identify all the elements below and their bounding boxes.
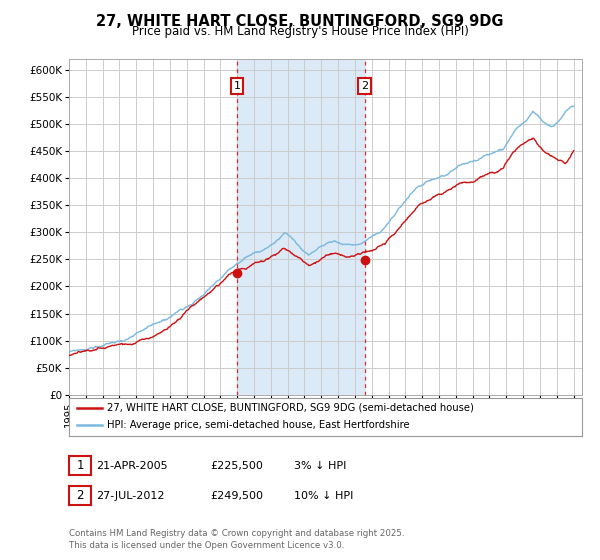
Text: 1: 1 xyxy=(76,459,84,473)
Bar xyxy=(237,59,365,395)
Text: HPI: Average price, semi-detached house, East Hertfordshire: HPI: Average price, semi-detached house,… xyxy=(107,421,410,431)
Text: 10% ↓ HPI: 10% ↓ HPI xyxy=(294,491,353,501)
Text: 2: 2 xyxy=(76,489,84,502)
Text: £225,500: £225,500 xyxy=(210,461,263,471)
Text: 3% ↓ HPI: 3% ↓ HPI xyxy=(294,461,346,471)
Text: 27, WHITE HART CLOSE, BUNTINGFORD, SG9 9DG: 27, WHITE HART CLOSE, BUNTINGFORD, SG9 9… xyxy=(96,14,504,29)
Text: 21-APR-2005: 21-APR-2005 xyxy=(96,461,167,471)
Text: Price paid vs. HM Land Registry's House Price Index (HPI): Price paid vs. HM Land Registry's House … xyxy=(131,25,469,38)
Text: 2: 2 xyxy=(361,81,368,91)
Text: 1: 1 xyxy=(233,81,241,91)
Text: 27-JUL-2012: 27-JUL-2012 xyxy=(96,491,164,501)
Text: Contains HM Land Registry data © Crown copyright and database right 2025.
This d: Contains HM Land Registry data © Crown c… xyxy=(69,529,404,550)
Text: £249,500: £249,500 xyxy=(210,491,263,501)
Text: 27, WHITE HART CLOSE, BUNTINGFORD, SG9 9DG (semi-detached house): 27, WHITE HART CLOSE, BUNTINGFORD, SG9 9… xyxy=(107,403,475,413)
